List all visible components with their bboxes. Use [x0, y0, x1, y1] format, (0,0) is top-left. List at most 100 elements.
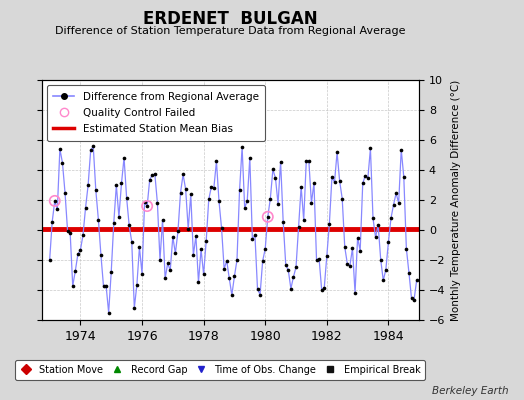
- Point: [71, 268, 80, 274]
- Point: [181, 186, 190, 192]
- Point: [184, 226, 192, 232]
- Point: [89, 143, 97, 150]
- Y-axis label: Monthly Temperature Anomaly Difference (°C): Monthly Temperature Anomaly Difference (…: [451, 79, 461, 321]
- Point: [243, 198, 252, 204]
- Point: [335, 178, 344, 184]
- Point: [264, 214, 272, 220]
- Point: [92, 187, 100, 194]
- Point: [202, 238, 210, 244]
- Point: [123, 195, 131, 201]
- Point: [156, 257, 164, 263]
- Point: [271, 175, 280, 182]
- Point: [323, 253, 331, 260]
- Point: [223, 258, 231, 264]
- Point: [153, 200, 161, 206]
- Point: [204, 196, 213, 203]
- Point: [100, 283, 108, 290]
- Point: [364, 175, 372, 181]
- Point: [248, 236, 257, 242]
- Point: [125, 222, 134, 229]
- Point: [166, 267, 174, 274]
- Point: [120, 154, 128, 161]
- Point: [130, 305, 138, 311]
- Point: [127, 239, 136, 245]
- Point: [387, 215, 395, 222]
- Point: [304, 158, 313, 164]
- Point: [146, 176, 154, 183]
- Point: [281, 262, 290, 268]
- Point: [112, 182, 121, 188]
- Point: [217, 225, 226, 232]
- Point: [333, 149, 341, 156]
- Point: [46, 257, 54, 264]
- Point: [138, 270, 146, 277]
- Point: [346, 262, 354, 269]
- Point: [61, 190, 69, 196]
- Point: [135, 244, 144, 250]
- Point: [143, 203, 151, 209]
- Point: [310, 180, 318, 186]
- Point: [50, 198, 59, 204]
- Point: [107, 269, 115, 275]
- Point: [117, 180, 126, 187]
- Point: [58, 160, 67, 166]
- Point: [50, 198, 59, 204]
- Point: [212, 158, 221, 164]
- Point: [284, 267, 292, 274]
- Point: [235, 187, 244, 194]
- Point: [392, 190, 400, 196]
- Point: [233, 257, 241, 263]
- Point: [366, 145, 375, 152]
- Point: [307, 200, 315, 206]
- Point: [79, 232, 87, 238]
- Point: [140, 199, 149, 206]
- Point: [253, 286, 261, 292]
- Point: [279, 218, 287, 225]
- Point: [246, 154, 254, 161]
- Point: [169, 234, 177, 240]
- Point: [356, 248, 364, 254]
- Point: [292, 264, 300, 270]
- Point: [402, 245, 411, 252]
- Point: [210, 184, 218, 191]
- Point: [328, 174, 336, 180]
- Point: [312, 257, 321, 263]
- Point: [187, 191, 195, 198]
- Legend: Difference from Regional Average, Quality Control Failed, Estimated Station Mean: Difference from Regional Average, Qualit…: [47, 85, 265, 141]
- Point: [353, 234, 362, 241]
- Point: [315, 256, 323, 262]
- Point: [407, 295, 416, 302]
- Point: [81, 204, 90, 211]
- Point: [374, 222, 383, 228]
- Point: [174, 228, 182, 235]
- Point: [264, 214, 272, 220]
- Point: [74, 251, 82, 258]
- Point: [358, 180, 367, 186]
- Text: Berkeley Earth: Berkeley Earth: [432, 386, 508, 396]
- Point: [351, 290, 359, 296]
- Point: [372, 234, 380, 241]
- Point: [176, 190, 184, 196]
- Point: [397, 146, 406, 153]
- Point: [207, 184, 215, 190]
- Point: [151, 171, 159, 177]
- Point: [194, 279, 203, 285]
- Point: [343, 260, 352, 267]
- Point: [294, 224, 303, 230]
- Point: [338, 195, 346, 202]
- Point: [361, 172, 369, 179]
- Point: [256, 291, 264, 298]
- Point: [269, 166, 277, 172]
- Point: [56, 146, 64, 152]
- Point: [48, 219, 57, 225]
- Point: [115, 214, 123, 220]
- Point: [302, 158, 310, 164]
- Point: [63, 228, 72, 234]
- Point: [148, 172, 157, 178]
- Point: [53, 206, 61, 213]
- Point: [384, 239, 392, 246]
- Point: [158, 216, 167, 223]
- Point: [261, 246, 269, 252]
- Point: [297, 184, 305, 190]
- Point: [171, 250, 180, 257]
